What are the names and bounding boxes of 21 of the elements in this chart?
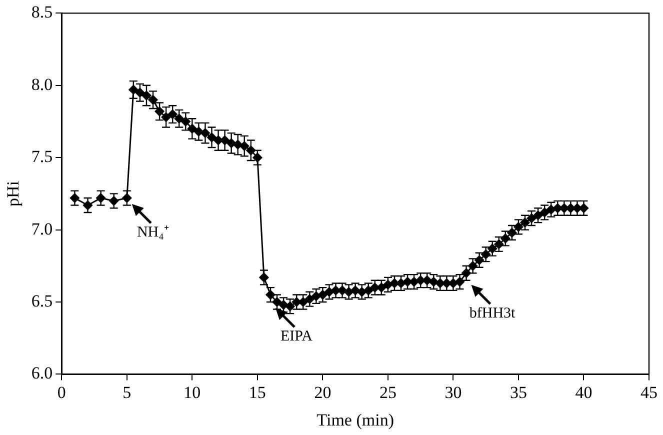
y-tick-label: 7.0 xyxy=(31,219,53,238)
y-tick-label: 6.5 xyxy=(31,291,53,310)
x-tick-label: 35 xyxy=(510,382,527,402)
x-tick-label: 45 xyxy=(640,382,658,402)
x-tick-label: 40 xyxy=(575,382,592,402)
y-tick-label: 7.5 xyxy=(31,147,53,166)
annotation: bfHH3t xyxy=(469,305,516,322)
y-tick-label: 8.5 xyxy=(31,2,53,22)
x-tick-label: 15 xyxy=(248,382,266,402)
x-tick-label: 10 xyxy=(184,382,201,402)
y-tick-label: 6.0 xyxy=(31,364,53,383)
x-tick-label: 25 xyxy=(379,382,396,402)
x-axis-title: Time (min) xyxy=(316,410,394,430)
y-tick-label: 8.0 xyxy=(31,74,53,94)
y-axis-title: pHi xyxy=(4,180,23,206)
annotation: NH₄⁺ xyxy=(136,224,169,240)
x-tick-label: 5 xyxy=(122,382,132,402)
annotation: EIPA xyxy=(280,328,313,344)
x-tick-label: 20 xyxy=(314,382,332,402)
x-tick-label: 0 xyxy=(57,382,66,402)
x-tick-label: 30 xyxy=(444,382,462,402)
